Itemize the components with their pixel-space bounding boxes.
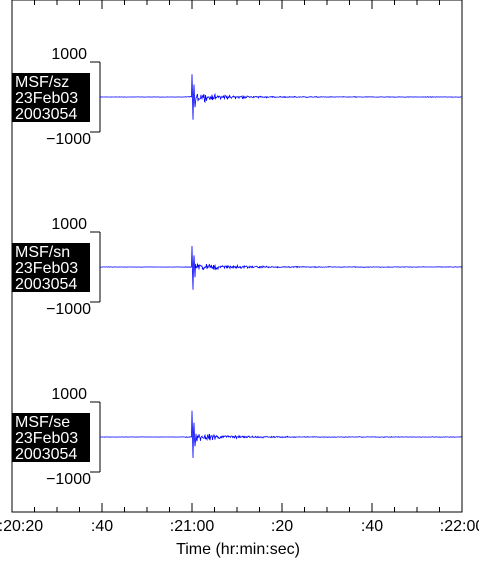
x-tick-label: :40 [361,518,383,535]
julian-date-label: 2003054 [15,106,77,123]
y-tick-label: −1000 [46,471,91,488]
x-tick-label: :20 [271,518,293,535]
station-component-label: MSF/sz [15,74,69,91]
station-component-label: MSF/sn [15,244,70,261]
trace-line [100,245,463,290]
julian-date-label: 2003054 [15,446,77,463]
trace-line [99,410,462,459]
x-axis-label: Time (hr:min:sec) [176,541,300,558]
x-axis: 12:20:20 :40 :21:00 :20 :40 :22:00 [0,0,479,535]
y-tick-label: 1000 [51,386,87,403]
x-tick-label: :21:00 [170,518,215,535]
y-tick-label: 1000 [51,46,87,63]
station-label-box [12,73,90,122]
station-label-box [12,413,90,462]
x-tick-label: :22:00 [440,518,479,535]
date-label: 23Feb03 [15,430,78,447]
julian-date-label: 2003054 [15,276,77,293]
y-tick-label: 1000 [51,216,87,233]
y-tick-label: −1000 [46,131,91,148]
date-label: 23Feb03 [15,90,78,107]
date-label: 23Feb03 [15,260,78,277]
x-tick-label: 12:20:20 [0,518,43,535]
station-label-box [12,243,90,292]
trace-panels: 1000−1000MSF/sz23Feb0320030541000−1000MS… [12,46,463,488]
x-tick-label: :40 [91,518,113,535]
y-tick-label: −1000 [46,301,91,318]
station-component-label: MSF/se [15,414,70,431]
trace-line [99,74,463,120]
